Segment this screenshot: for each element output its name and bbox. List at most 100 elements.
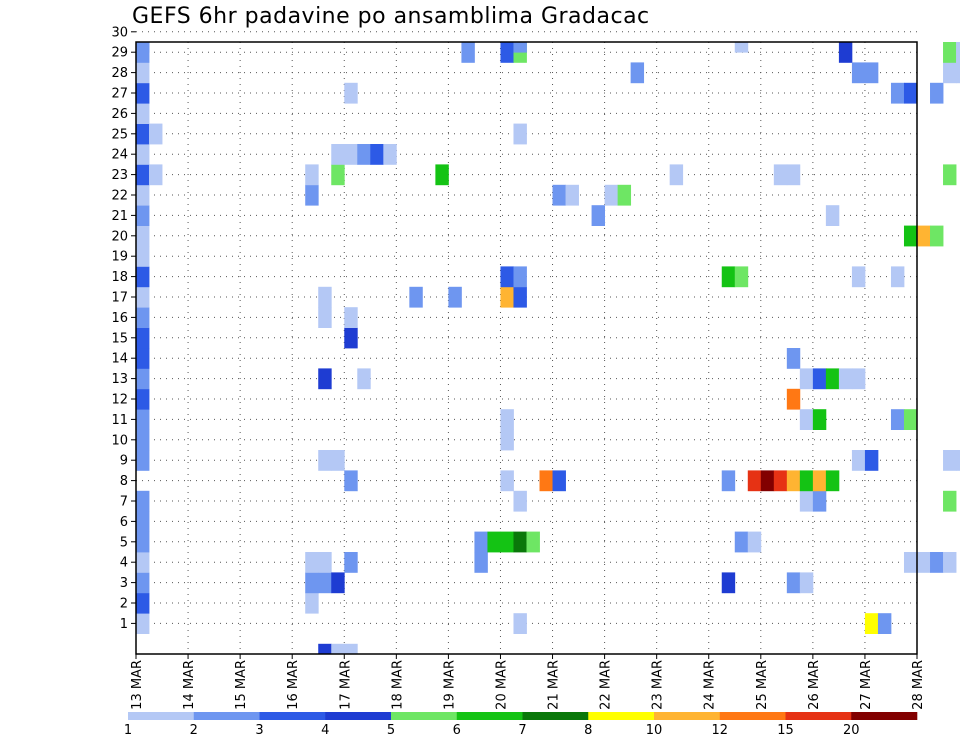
heatmap-cell — [136, 511, 150, 532]
legend-swatch — [391, 712, 458, 720]
legend-swatch — [785, 712, 852, 720]
heatmap-cell — [786, 348, 801, 369]
heatmap-cell — [383, 144, 397, 165]
heatmap-cell — [786, 164, 801, 186]
x-tick-label: 16 MAR — [286, 660, 301, 710]
heatmap-cell — [630, 62, 645, 84]
legend-label: 2 — [190, 723, 198, 738]
heatmap-cell — [943, 62, 957, 84]
heatmap-cell — [903, 409, 918, 430]
heatmap-cell — [773, 164, 788, 186]
y-tick-label: 1 — [120, 617, 128, 632]
legend-label: 4 — [321, 723, 329, 738]
legend-label: 12 — [711, 723, 728, 738]
y-tick-label: 9 — [120, 454, 128, 469]
heatmap-cell — [136, 552, 150, 573]
heatmap-cell — [539, 470, 553, 492]
y-tick-label: 27 — [111, 87, 128, 102]
x-tick-label: 21 MAR — [547, 660, 562, 710]
heatmap-cell — [344, 552, 358, 573]
heatmap-cell — [500, 266, 514, 288]
heatmap-cell — [136, 225, 150, 247]
heatmap-cell — [500, 409, 514, 430]
legend-label: 8 — [584, 723, 592, 738]
legend-label: 7 — [518, 723, 526, 738]
heatmap-cell — [136, 348, 150, 369]
y-tick-label: 2 — [120, 597, 128, 612]
heatmap-cell — [149, 164, 163, 186]
x-tick-label: 25 MAR — [755, 660, 770, 710]
x-tick-label: 15 MAR — [234, 660, 249, 710]
heatmap-cell — [136, 327, 150, 349]
y-tick-label: 17 — [111, 291, 128, 306]
heatmap-cell — [344, 470, 358, 492]
heatmap-cell — [812, 490, 827, 512]
legend-label: 5 — [387, 723, 395, 738]
y-tick-label: 26 — [111, 107, 128, 122]
heatmap-cell — [930, 225, 944, 247]
heatmap-cell — [930, 552, 944, 573]
heatmap-cell — [318, 643, 332, 655]
heatmap-cell — [136, 572, 150, 594]
heatmap-cell — [136, 286, 150, 308]
y-tick-label: 4 — [120, 556, 128, 571]
heatmap-cell — [305, 552, 319, 573]
heatmap-cell — [565, 184, 579, 206]
heatmap-cell — [513, 42, 527, 53]
y-tick-label: 25 — [111, 127, 128, 142]
heatmap-cell — [851, 266, 866, 288]
legend-label: 6 — [453, 723, 461, 738]
y-tick-label: 11 — [111, 413, 128, 428]
heatmap-cell — [136, 613, 150, 634]
legend-swatch — [851, 712, 918, 720]
heatmap-cell — [344, 307, 358, 328]
heatmap-cell — [786, 388, 801, 410]
heatmap-cell — [838, 42, 853, 63]
color-legend: 1 2 3 4 5 6 7 8 10 12 15 20 — [124, 712, 918, 738]
x-tick-label: 19 MAR — [442, 660, 457, 710]
y-tick-label: 6 — [120, 515, 128, 530]
y-tick-label: 8 — [120, 474, 128, 489]
heatmap-cell — [331, 572, 345, 594]
heatmap-cell — [799, 572, 814, 594]
heatmap-cell — [943, 450, 957, 471]
heatmap-cell — [943, 490, 957, 512]
heatmap-cell — [136, 531, 150, 553]
heatmap-cell — [825, 368, 840, 390]
heatmap-cell — [136, 144, 150, 165]
y-tick-label: 22 — [111, 189, 128, 204]
y-axis-ticks: 1234567891011121314151617181920212223242… — [111, 25, 136, 632]
heatmap-cell — [747, 470, 762, 492]
heatmap-cell — [136, 388, 150, 410]
heatmap-cell — [526, 531, 540, 553]
heatmap-cell — [864, 62, 879, 84]
legend-label: 20 — [843, 723, 860, 738]
x-tick-label: 27 MAR — [859, 660, 874, 710]
heatmap-cell — [552, 184, 566, 206]
heatmap-cell — [136, 246, 150, 267]
heatmap-cell — [943, 552, 957, 573]
heatmap-cell — [825, 205, 840, 226]
heatmap-cell — [721, 470, 736, 492]
heatmap-cell — [318, 552, 332, 573]
heatmap-cell — [331, 164, 345, 186]
heatmap-cell — [487, 531, 501, 553]
heatmap-cell — [917, 225, 931, 247]
y-tick-label: 15 — [111, 331, 128, 346]
heatmap-cell — [136, 123, 150, 145]
heatmap-cell — [344, 144, 358, 165]
legend-swatch — [128, 712, 195, 720]
heatmap-cell — [305, 164, 319, 186]
x-tick-label: 26 MAR — [807, 660, 822, 710]
x-axis-ticks: 13 MAR 14 MAR 15 MAR 16 MAR 17 MAR 18 MAR 19 M… — [130, 654, 926, 710]
heatmap-cell — [136, 103, 150, 124]
y-tick-label: 10 — [111, 433, 128, 448]
legend-label: 15 — [777, 723, 794, 738]
heatmap-cell — [513, 286, 527, 308]
heatmap-cell — [513, 531, 527, 553]
legend-label: 10 — [646, 723, 663, 738]
heatmap-cell — [474, 531, 488, 553]
heatmap-cell — [864, 450, 879, 471]
heatmap-cell — [838, 368, 853, 390]
heatmap-cell — [136, 205, 150, 226]
